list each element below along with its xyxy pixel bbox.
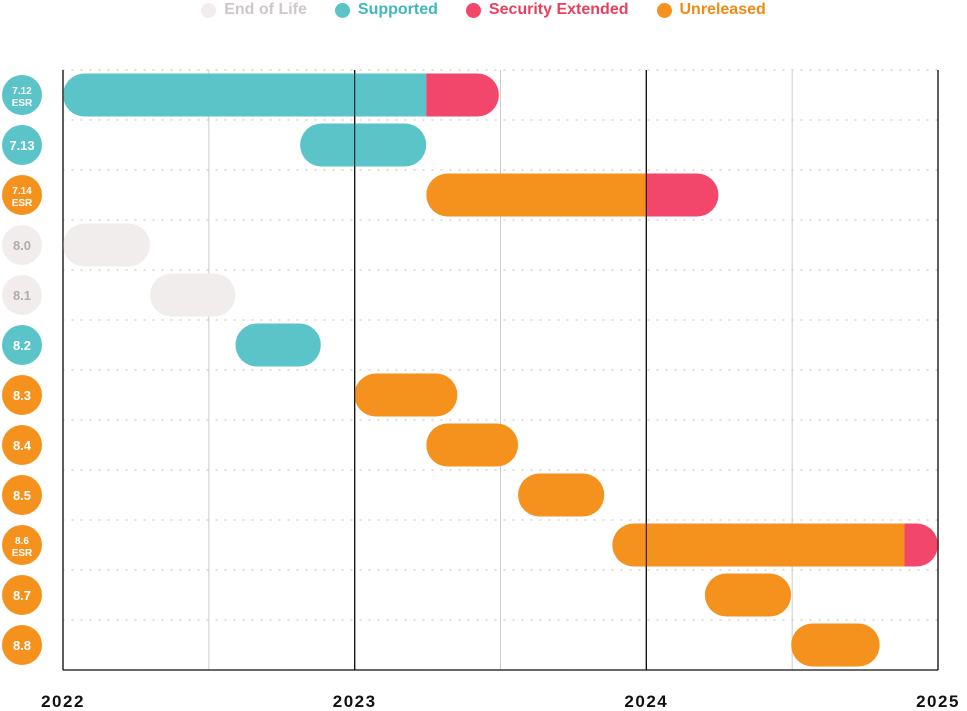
legend-swatch-security [465, 2, 481, 18]
version-label: 8.0 [13, 238, 31, 253]
version-sublabel: ESR [12, 198, 33, 209]
version-badge-unreleased [2, 425, 42, 465]
version-badge-unreleased [2, 575, 42, 615]
x-tick-label: 2025 [916, 692, 960, 711]
version-label: 8.3 [13, 388, 31, 403]
bar-segment-supported [300, 123, 427, 167]
version-badge-supported [2, 75, 42, 115]
bar-segment-eol [150, 273, 236, 317]
bar-segment-security [426, 73, 499, 117]
legend-label-eol: End of Life [224, 1, 307, 18]
bar-segment-unreleased [704, 573, 792, 617]
version-label: 8.6 [15, 536, 29, 547]
version-label: 8.5 [13, 488, 31, 503]
x-tick-label: 2024 [624, 692, 668, 711]
legend-item-supported: Supported [334, 1, 438, 19]
version-badge-unreleased [2, 525, 42, 565]
legend-swatch-supported [334, 2, 350, 18]
legend-swatch-unreleased [656, 2, 672, 18]
version-label: 8.8 [13, 638, 31, 653]
bar-segment-security [904, 523, 938, 567]
legend-label-security: Security Extended [488, 1, 629, 18]
version-label: 7.12 [12, 86, 32, 97]
version-badge-eol [2, 225, 42, 265]
version-badge-unreleased [2, 175, 42, 215]
version-label: 7.14 [12, 186, 32, 197]
x-tick-label: 2023 [333, 692, 377, 711]
version-badge-supported [2, 325, 42, 365]
version-label: 8.2 [13, 338, 31, 353]
version-badge-supported [2, 125, 42, 165]
legend-item-security: Security Extended [465, 1, 629, 19]
version-badge-eol [2, 275, 42, 315]
version-badge-unreleased [2, 375, 42, 415]
chart-legend: End of Life Supported Security Extended Unr… [0, 0, 967, 20]
bar-segment-security [645, 173, 719, 217]
version-label: 8.1 [13, 288, 31, 303]
legend-label-unreleased: Unreleased [679, 1, 766, 18]
version-label: 7.13 [9, 138, 34, 153]
bar-segment-unreleased [791, 623, 880, 667]
version-sublabel: ESR [12, 548, 33, 559]
version-label: 8.7 [13, 588, 31, 603]
bar-segment-supported [235, 323, 321, 367]
bar-segment-unreleased [354, 373, 458, 417]
bar-segment-unreleased [426, 423, 519, 467]
version-badge-unreleased [2, 475, 42, 515]
legend-swatch-eol [201, 2, 217, 18]
bar-segment-unreleased [426, 173, 646, 217]
bar-segment-unreleased [518, 473, 605, 517]
version-label: 8.4 [13, 438, 32, 453]
version-sublabel: ESR [12, 98, 33, 109]
legend-label-supported: Supported [357, 1, 438, 18]
legend-item-eol: End of Life [201, 1, 307, 19]
version-badge-unreleased [2, 625, 42, 665]
bar-segment-supported [63, 73, 427, 117]
bar-segment-eol [63, 223, 151, 267]
legend-item-unreleased: Unreleased [656, 1, 766, 19]
bar-segment-unreleased [612, 523, 905, 567]
x-tick-label: 2022 [41, 692, 85, 711]
